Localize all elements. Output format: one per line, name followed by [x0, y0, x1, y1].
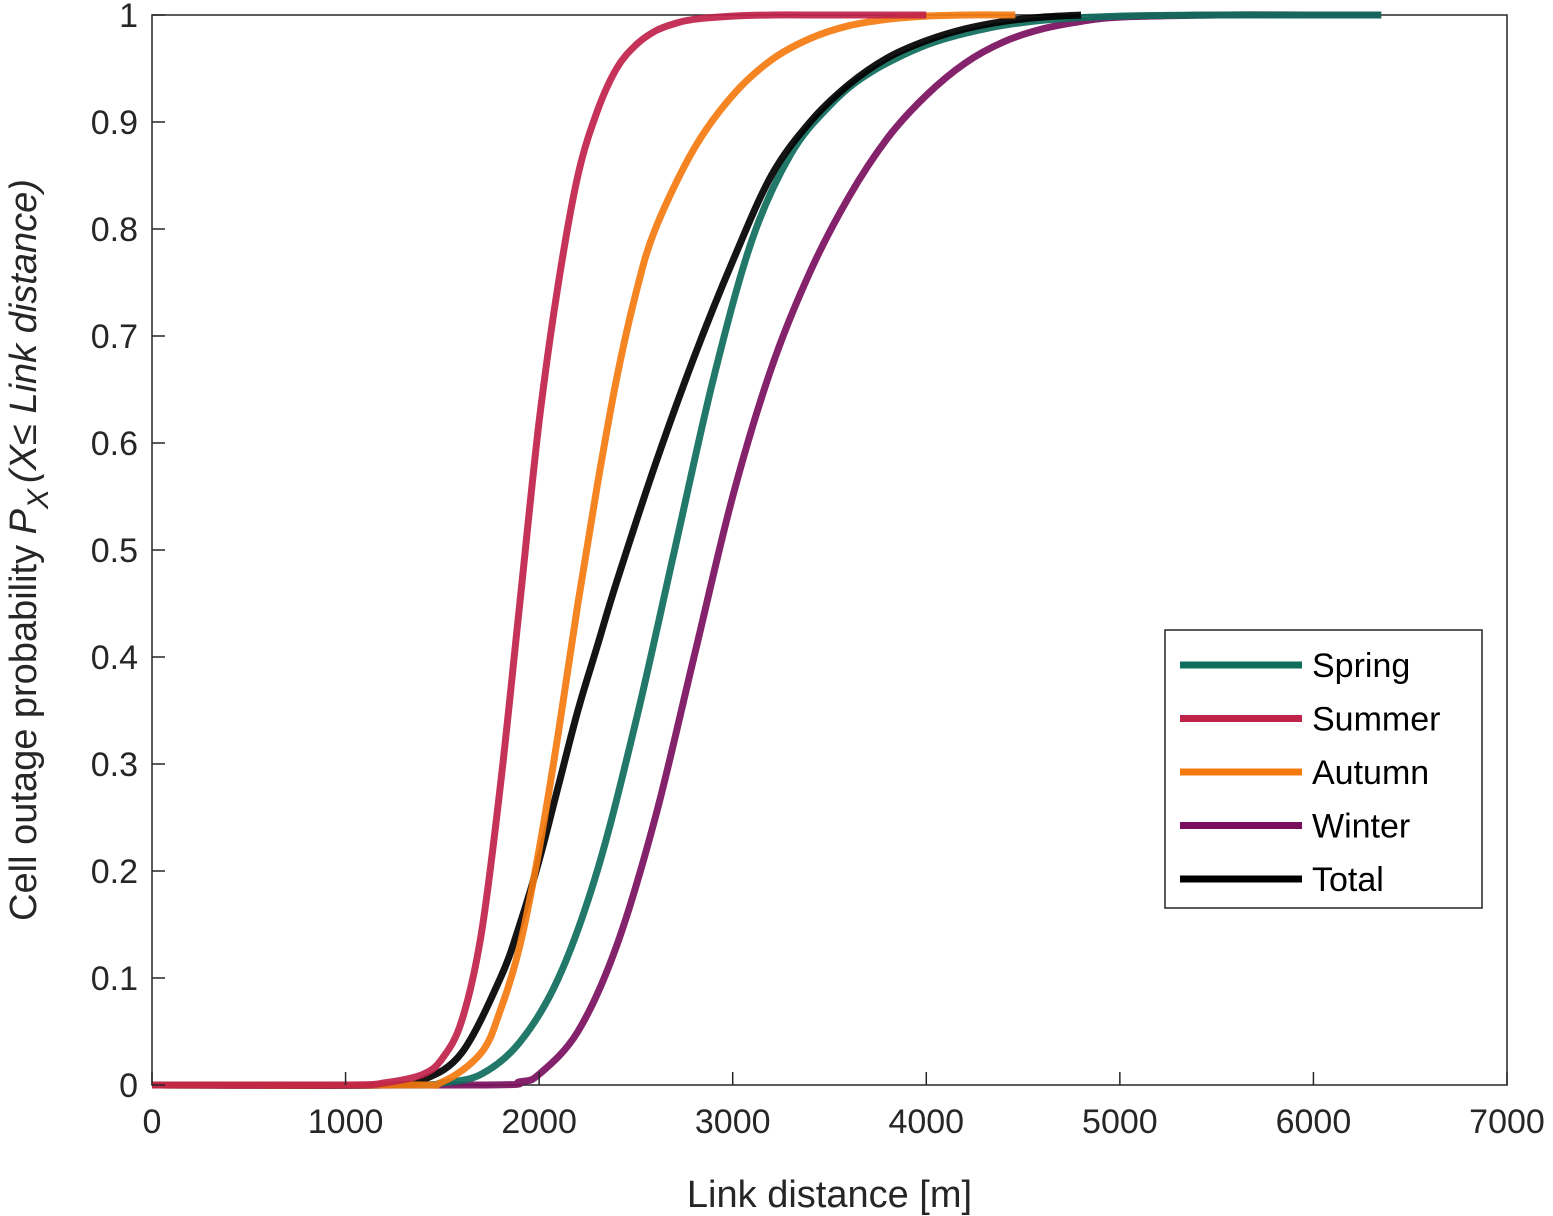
x-tick-label: 3000 — [695, 1103, 771, 1141]
series-line-autumn — [151, 11, 1016, 1089]
axes-box — [151, 14, 1508, 1086]
series-line-summer — [151, 11, 927, 1089]
legend-label-winter: Winter — [1312, 808, 1410, 846]
y-tick-label: 0.4 — [91, 639, 138, 677]
legend-label-spring: Spring — [1312, 647, 1410, 685]
series-line-winter — [151, 11, 1382, 1089]
legend-label-total: Total — [1312, 861, 1384, 899]
x-tick-label: 5000 — [1082, 1103, 1158, 1141]
x-tick-label: 6000 — [1276, 1103, 1352, 1141]
plot-area — [151, 14, 1508, 1086]
series-line-spring — [151, 11, 1382, 1089]
x-axis-title: Link distance [m] — [687, 1174, 972, 1216]
y-tick-label: 0.8 — [91, 211, 138, 249]
y-tick-label: 0 — [119, 1067, 138, 1105]
y-tick-label: 0.5 — [91, 532, 138, 570]
y-axis: 0 0.1 0.2 0.3 0.4 0.5 0.6 0.7 0.8 0.9 1 — [91, 0, 165, 1105]
y-axis-title-subscript: X — [22, 488, 55, 510]
y-axis-title-p: P — [3, 508, 45, 534]
y-tick-label: 0.7 — [91, 318, 138, 356]
legend-label-summer: Summer — [1312, 701, 1440, 739]
x-tick-label: 2000 — [501, 1103, 577, 1141]
series-line-total — [151, 11, 1082, 1089]
y-axis-title-condition: (X≤ Link distance) — [3, 179, 45, 483]
y-tick-label: 0.3 — [91, 746, 138, 784]
y-tick-label: 0.1 — [91, 960, 138, 998]
y-axis-title-prefix: Cell outage probability — [3, 534, 45, 921]
y-tick-label: 0.6 — [91, 425, 138, 463]
x-tick-label: 7000 — [1469, 1103, 1545, 1141]
legend: Spring Summer Autumn Winter Total — [1164, 629, 1483, 909]
x-tick-label: 4000 — [888, 1103, 964, 1141]
x-tick-label: 1000 — [308, 1103, 384, 1141]
y-tick-label: 1 — [119, 0, 138, 35]
y-tick-label: 0.2 — [91, 853, 138, 891]
x-axis: 0 1000 2000 3000 4000 5000 6000 7000 — [143, 1072, 1545, 1141]
series-layer — [151, 11, 1382, 1089]
x-tick-label: 0 — [143, 1103, 162, 1141]
legend-label-autumn: Autumn — [1312, 754, 1429, 792]
y-tick-label: 0.9 — [91, 104, 138, 142]
y-axis-title: Cell outage probability PX (X≤ Link dista… — [3, 179, 55, 921]
